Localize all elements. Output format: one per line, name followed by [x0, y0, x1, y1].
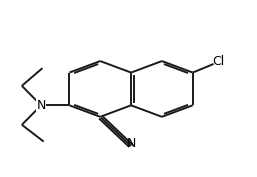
Text: Cl: Cl: [212, 55, 225, 68]
Text: N: N: [36, 99, 46, 112]
Text: N: N: [126, 137, 136, 150]
